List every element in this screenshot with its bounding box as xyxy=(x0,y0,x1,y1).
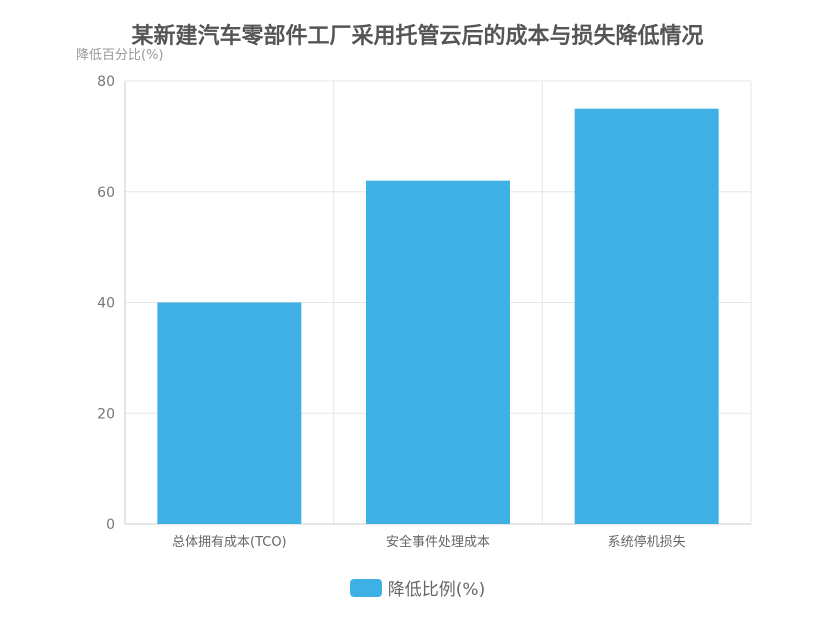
chart-title: 某新建汽车零部件工厂采用托管云后的成本与损失降低情况 xyxy=(131,24,704,49)
y-tick-label-20: 20 xyxy=(97,406,115,422)
bar-0 xyxy=(157,302,302,524)
y-axis-label: 降低百分比(%) xyxy=(76,48,164,63)
y-tick-label-60: 60 xyxy=(97,185,115,201)
y-tick-label-0: 0 xyxy=(106,517,115,533)
x-tick-label-2: 系统停机损失 xyxy=(608,534,686,550)
x-tick-label-0: 总体拥有成本(TCO) xyxy=(172,535,287,550)
y-tick-label-40: 40 xyxy=(97,296,115,312)
legend-label: 降低比例(%) xyxy=(387,580,486,600)
x-tick-label-1: 安全事件处理成本 xyxy=(386,534,490,550)
y-tick-label-80: 80 xyxy=(97,74,115,90)
bar-2 xyxy=(574,108,719,524)
legend: 降低比例(%) xyxy=(0,575,835,600)
bars xyxy=(157,108,719,525)
legend-swatch[interactable] xyxy=(349,578,382,597)
axis-labels: 0 20 40 60 80 总体拥有成本(TCO) 安全事件处理成本 系统停机损失 xyxy=(97,74,686,550)
bar-1 xyxy=(366,180,510,525)
